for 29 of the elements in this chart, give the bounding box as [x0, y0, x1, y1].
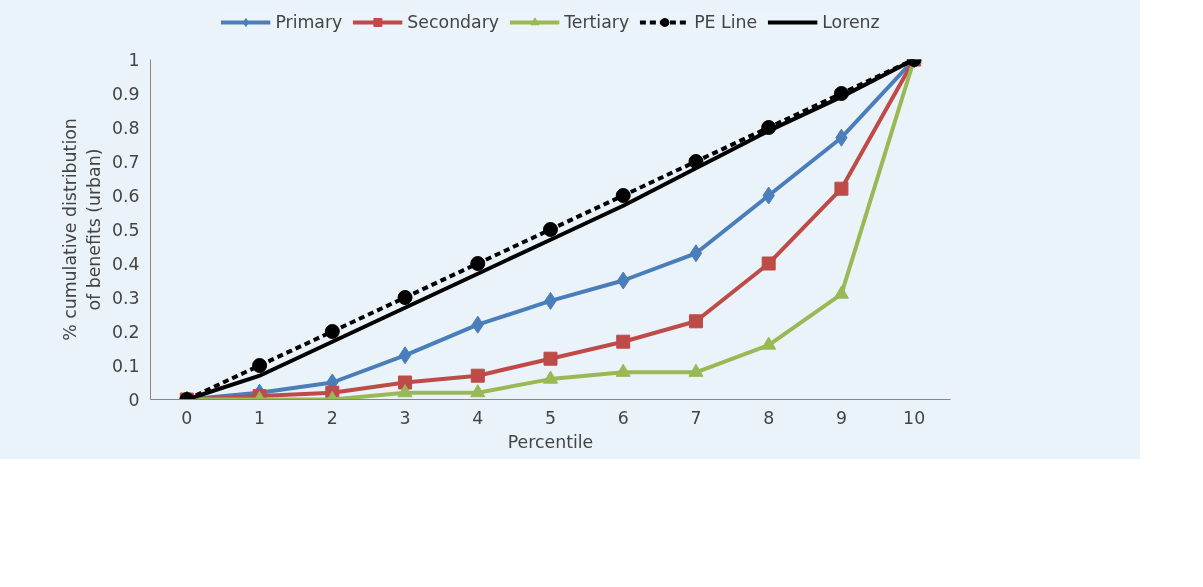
y-tick-label: 0.9 — [111, 84, 140, 104]
x-tick-label: 7 — [690, 407, 702, 428]
x-tick-label: 0 — [181, 407, 193, 428]
legend-label: Primary — [275, 12, 343, 32]
y-tick-label: 1 — [128, 50, 140, 70]
y-tick-label: 0.4 — [111, 254, 140, 274]
x-tick-label: 1 — [254, 407, 266, 428]
legend-label: Secondary — [407, 12, 500, 32]
y-tick-label: 0.8 — [111, 118, 140, 138]
y-tick-label: 0.1 — [111, 356, 140, 376]
x-tick-label: 5 — [544, 407, 557, 428]
legend-label: PE Line — [694, 12, 758, 32]
x-tick-label: 4 — [472, 407, 484, 428]
x-tick-label: 9 — [835, 407, 847, 428]
legend-label: Tertiary — [564, 12, 630, 32]
y-tick-label: 0.5 — [111, 220, 140, 240]
y-tick-label: 0.2 — [111, 322, 140, 342]
y-tick-label: 0.3 — [111, 288, 140, 308]
x-tick-label: 2 — [326, 407, 338, 428]
y-tick-label: 0 — [128, 390, 140, 410]
x-tick-label: 8 — [763, 407, 775, 428]
x-tick-label: 6 — [617, 407, 629, 428]
x-tick-label: 10 — [903, 407, 926, 428]
y-tick-label: 0.7 — [111, 152, 140, 172]
y-axis-title: % cumulative distribution of benefits (urban) — [59, 118, 104, 341]
y-tick-label: 0.6 — [111, 186, 140, 206]
x-axis-title: Percentile — [507, 431, 594, 452]
legend-label: Lorenz — [822, 12, 880, 32]
x-tick-label: 3 — [399, 407, 411, 428]
